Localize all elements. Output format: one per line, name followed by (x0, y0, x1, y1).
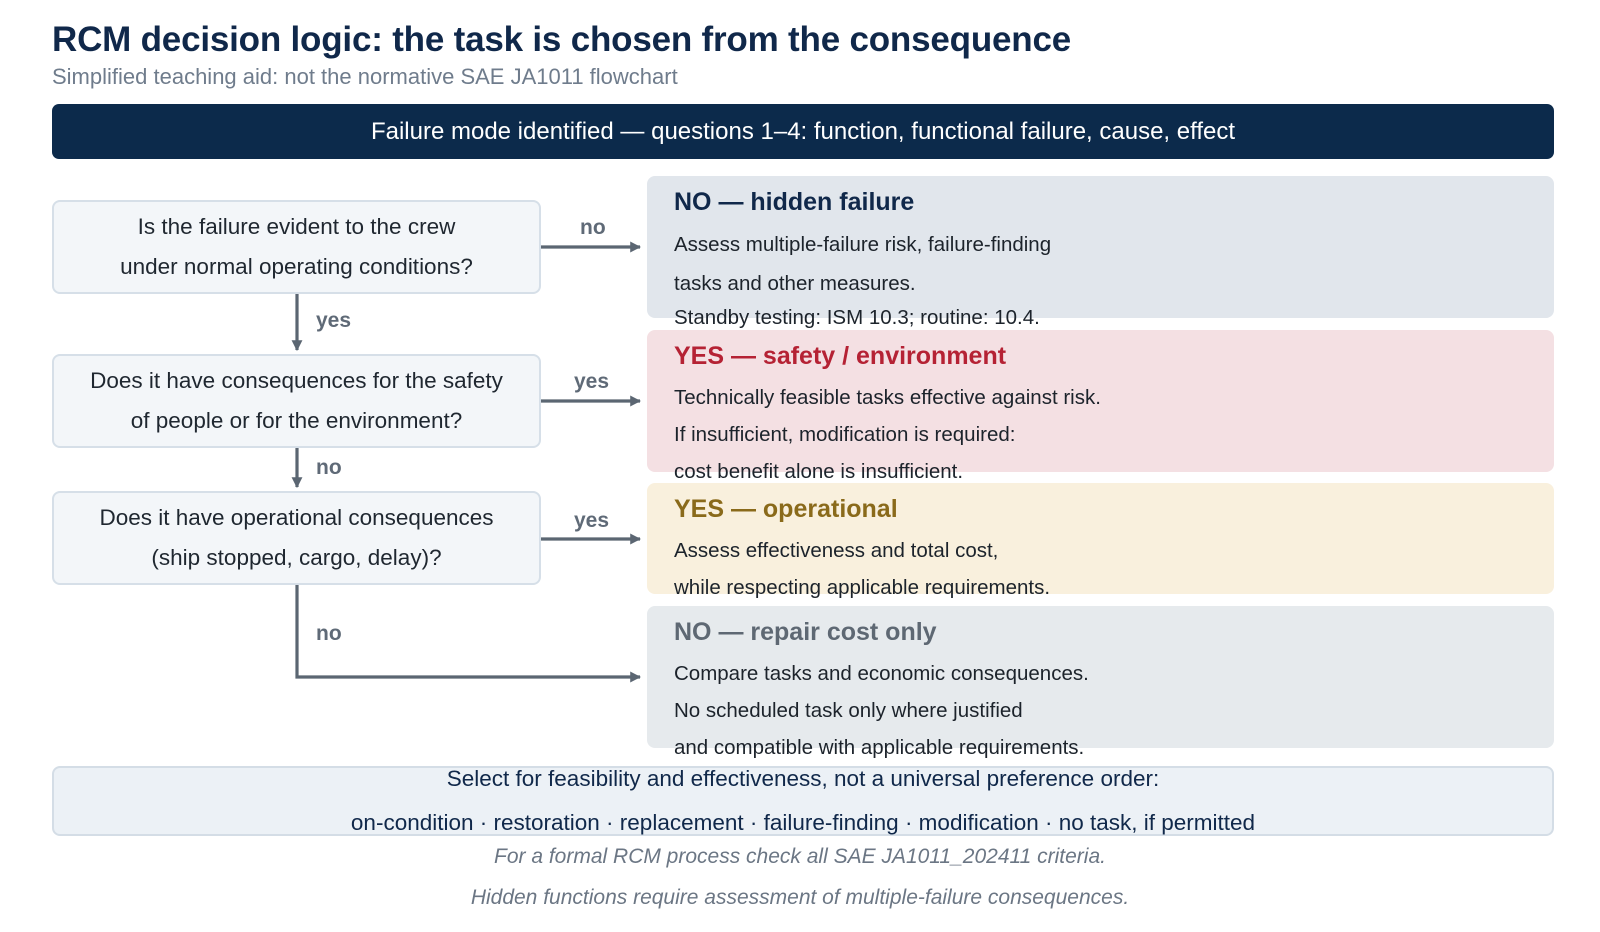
outcome-repair-cost: NO — repair cost only Compare tasks and … (647, 606, 1554, 759)
arrow-q3-no (295, 585, 642, 683)
outcome-line: cost benefit alone is insufficient. (674, 460, 964, 483)
question-line: under normal operating conditions? (120, 254, 473, 279)
outcome-line: tasks and other measures. (674, 272, 916, 295)
task-selection-box: Select for feasibility and effectiveness… (52, 766, 1554, 836)
edge-label-q1-yes: yes (316, 309, 352, 332)
edge-label-q2-yes: yes (574, 370, 610, 393)
page-title: RCM decision logic: the task is chosen f… (52, 20, 1071, 59)
outcome-safety-environment: YES — safety / environment Technically f… (647, 330, 1554, 483)
start-banner-label: Failure mode identified — questions 1–4:… (370, 117, 1236, 145)
outcome-title: NO — repair cost only (674, 618, 937, 646)
task-selection-line: Select for feasibility and effectiveness… (446, 766, 1160, 791)
outcome-line: If insufficient, modification is require… (674, 423, 1016, 446)
outcome-line: Assess multiple-failure risk, failure-fi… (674, 233, 1052, 256)
question-line: Does it have consequences for the safety (90, 368, 503, 393)
outcome-line: and compatible with applicable requireme… (674, 736, 1085, 759)
start-banner: Failure mode identified — questions 1–4:… (52, 104, 1554, 159)
edge-label-q3-yes: yes (574, 509, 610, 532)
outcome-title: YES — safety / environment (674, 342, 1007, 370)
question-line: (ship stopped, cargo, delay)? (151, 545, 442, 570)
edge-label-q3-no: no (316, 622, 342, 645)
outcome-title: NO — hidden failure (674, 188, 915, 216)
page-subtitle: Simplified teaching aid: not the normati… (52, 64, 678, 89)
outcome-line: while respecting applicable requirements… (674, 576, 1051, 599)
question-operational: Does it have operational consequences (s… (52, 491, 541, 585)
outcome-line: No scheduled task only where justified (674, 699, 1023, 722)
footnote: For a formal RCM process check all SAE J… (494, 845, 1106, 868)
question-line: Does it have operational consequences (99, 505, 494, 530)
task-selection-options: on-condition · restoration · replacement… (350, 810, 1256, 835)
footnote: Hidden functions require assessment of m… (470, 886, 1130, 909)
outcome-title: YES — operational (674, 495, 898, 523)
outcome-operational: YES — operational Assess effectiveness a… (647, 483, 1554, 599)
question-safety: Does it have consequences for the safety… (52, 354, 541, 448)
question-line: of people or for the environment? (130, 408, 463, 433)
edge-label-q1-no: no (580, 216, 606, 239)
outcome-hidden-failure: NO — hidden failure Assess multiple-fail… (647, 176, 1554, 329)
question-evident: Is the failure evident to the crew under… (52, 200, 541, 294)
outcome-line: Standby testing: ISM 10.3; routine: 10.4… (674, 306, 1040, 329)
outcome-line: Technically feasible tasks effective aga… (674, 386, 1101, 409)
outcome-line: Assess effectiveness and total cost, (674, 539, 999, 562)
edge-label-q2-no: no (316, 456, 342, 479)
outcome-line: Compare tasks and economic consequences. (674, 662, 1089, 685)
question-line: Is the failure evident to the crew (137, 214, 456, 239)
